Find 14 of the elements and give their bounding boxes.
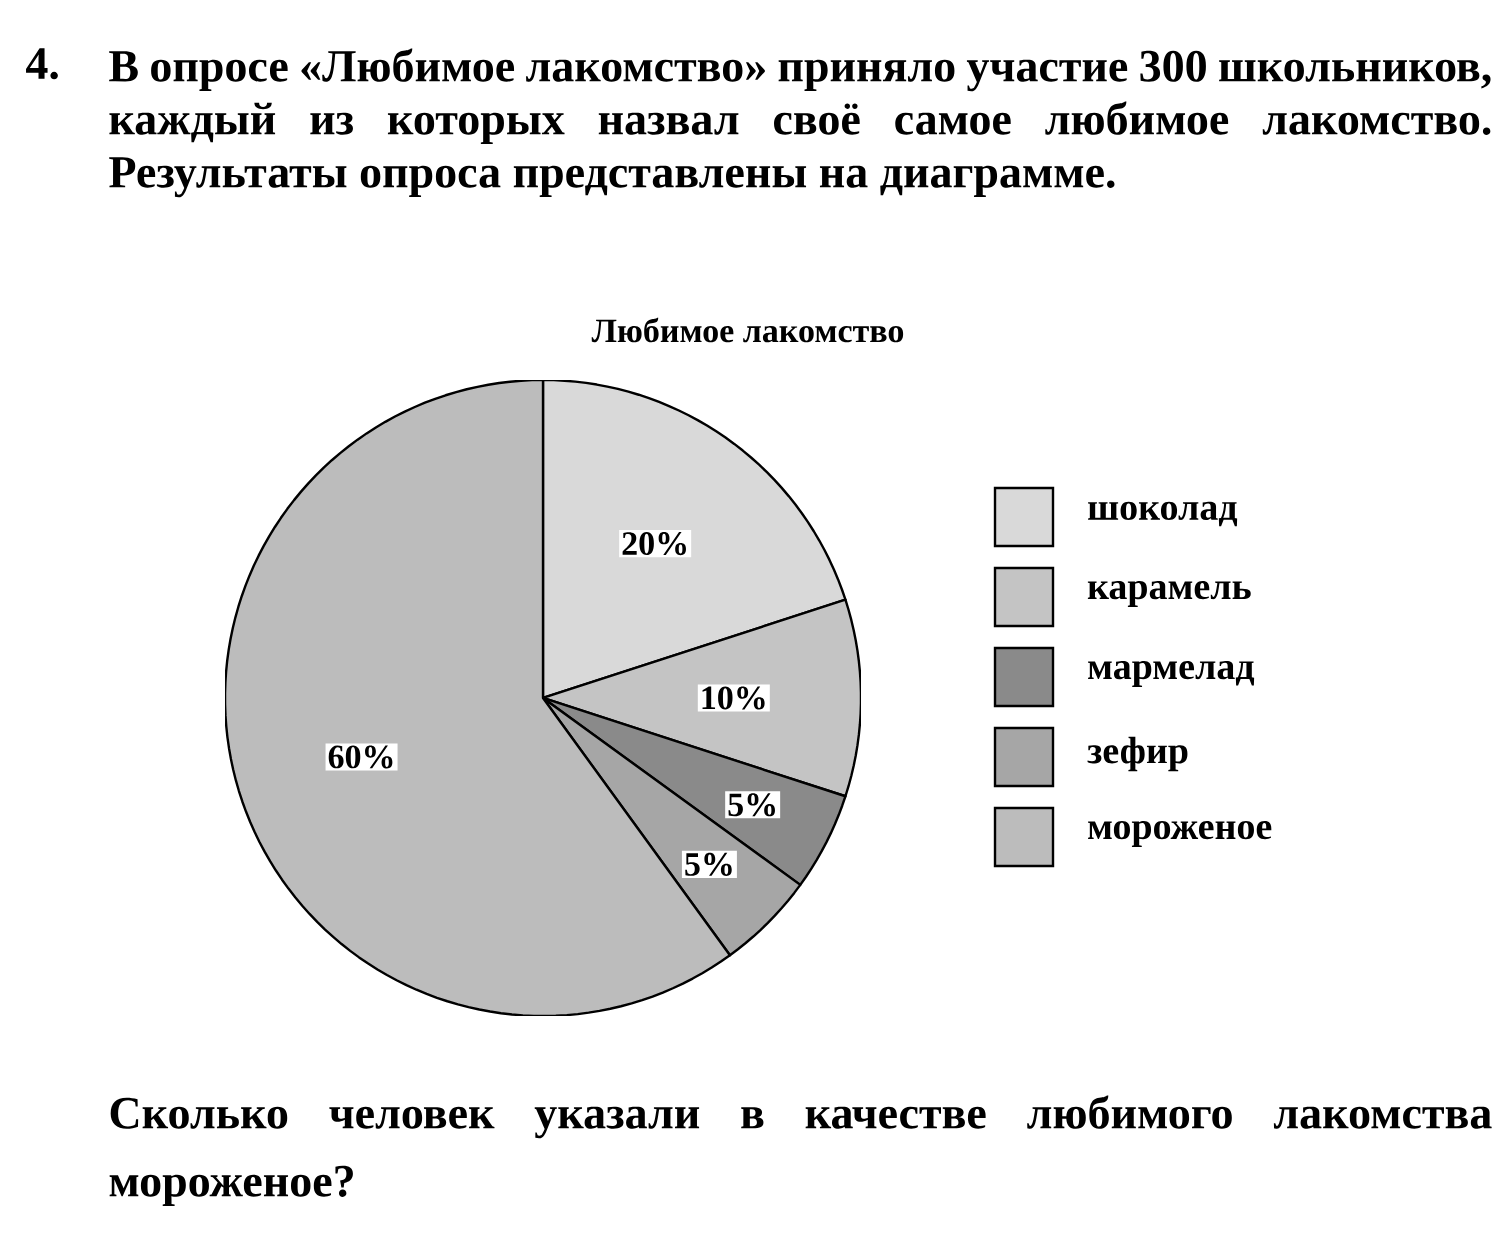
text: В опросе «Любимое лакомство» приняло участие 300 школьников, каждый из которых назвал своё самое любимое лакомство. Результаты опроса представлены на диаграмме.: [109, 48, 1491, 198]
data-label: 5%: [685, 852, 732, 876]
legend-label: шоколад: [1088, 501, 1238, 527]
data-label: 20%: [622, 532, 686, 556]
data-label: 5%: [728, 793, 775, 817]
legend-label: мороженое: [1088, 820, 1272, 847]
legend-label: карамель: [1087, 580, 1251, 607]
chart-title: Любимое лакомство: [591, 317, 904, 343]
text: 4.: [26, 48, 58, 80]
data-label: 60%: [328, 745, 393, 769]
data-label: 10%: [702, 686, 765, 710]
legend-label: зефир: [1087, 736, 1188, 772]
legend-label: мармелад: [1088, 660, 1255, 687]
text: Сколько человек указали в качестве любимого лакомства мороженое?: [109, 1095, 1492, 1207]
